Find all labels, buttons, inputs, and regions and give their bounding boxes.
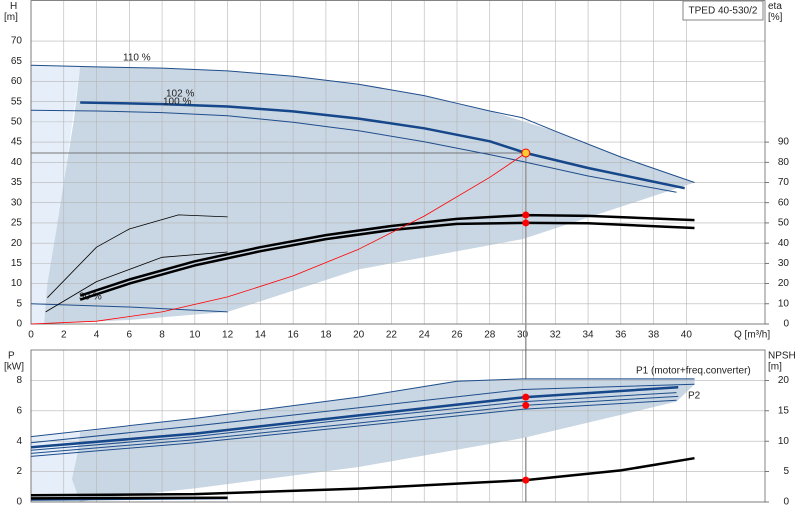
y-axis-label: P: [8, 351, 15, 362]
y2-tick-label: 60: [778, 197, 790, 208]
curve: [45, 251, 228, 313]
y-tick-label: 65: [11, 56, 23, 67]
x-tick-label: 12: [222, 330, 234, 341]
curve: [30, 383, 695, 444]
title-box: [682, 0, 764, 21]
x-tick-label: 8: [159, 330, 165, 341]
y2-axis-unit: [m]: [768, 362, 782, 373]
y2-tick-label: 50: [778, 218, 790, 229]
y-tick-label: 35: [11, 177, 23, 188]
y-tick-label: 6: [16, 405, 22, 416]
y2-tick-label: 20: [778, 278, 790, 289]
x-tick-label: 20: [353, 330, 365, 341]
curve-label: P1 (motor+freq.converter): [636, 366, 751, 377]
curve-label: 102 %: [166, 89, 194, 100]
x-tick-label: 36: [615, 330, 627, 341]
y2-tick-label: 20: [778, 375, 790, 386]
curve: [30, 385, 679, 449]
curve: [47, 214, 228, 298]
y2-tick-label: 80: [778, 157, 790, 168]
operating-point: [521, 148, 531, 158]
y2-tick-label: 0: [783, 319, 789, 330]
curve: [79, 221, 695, 301]
duty-point: [522, 393, 530, 401]
y-axis-label: H: [10, 1, 17, 12]
curve: [30, 109, 677, 193]
y-tick-label: 55: [11, 96, 23, 107]
x-tick-label: 0: [28, 330, 34, 341]
y2-axis-label: eta: [768, 1, 782, 12]
x-axis-label: Q [m³/h]: [734, 330, 770, 341]
curve: [30, 392, 677, 451]
y-tick-label: 10: [11, 278, 23, 289]
y-tick-label: 0: [16, 497, 22, 508]
y2-tick-label: 40: [778, 238, 790, 249]
duty-point: [522, 476, 530, 484]
chart-title: TPED 40-530/2: [689, 6, 758, 17]
x-tick-label: 4: [94, 330, 100, 341]
x-tick-label: 34: [582, 330, 594, 341]
curve: [30, 399, 677, 457]
y-tick-label: 45: [11, 137, 23, 148]
y2-tick-label: 0: [783, 497, 789, 508]
x-tick-label: 30: [517, 330, 529, 341]
curve: [30, 152, 527, 325]
curve: [30, 64, 695, 183]
curve: [79, 213, 695, 297]
curve-label: 100 %: [163, 97, 191, 108]
curve-label: P2: [688, 391, 701, 402]
y-tick-label: 5: [16, 298, 22, 309]
curve: [30, 303, 228, 313]
x-tick-label: 22: [386, 330, 398, 341]
x-tick-label: 28: [484, 330, 496, 341]
y2-axis-unit: [%]: [768, 12, 783, 23]
x-tick-label: 32: [550, 330, 562, 341]
x-tick-label: 6: [127, 330, 133, 341]
curve: [80, 101, 685, 190]
y-tick-label: 0: [16, 319, 22, 330]
y2-tick-label: 10: [778, 298, 790, 309]
y2-tick-label: 30: [778, 258, 790, 269]
y-tick-label: 25: [11, 218, 23, 229]
x-tick-label: 40: [681, 330, 693, 341]
curve: [30, 496, 228, 500]
y-tick-label: 15: [11, 258, 23, 269]
y-tick-label: 8: [16, 375, 22, 386]
x-tick-label: 38: [648, 330, 660, 341]
y-tick-label: 60: [11, 76, 23, 87]
y2-axis-label: NPSH: [768, 351, 796, 362]
x-tick-label: 14: [255, 330, 267, 341]
y-tick-label: 2: [16, 466, 22, 477]
operating-range: [31, 65, 81, 324]
y2-tick-label: 15: [778, 405, 790, 416]
y-tick-label: 30: [11, 197, 23, 208]
duty-point: [522, 211, 530, 219]
y-tick-label: 70: [11, 36, 23, 47]
duty-point: [522, 401, 530, 409]
y-axis-unit: [kW]: [4, 362, 24, 373]
x-tick-label: 10: [189, 330, 201, 341]
y2-tick-label: 90: [778, 137, 790, 148]
plot-frame: [30, 0, 766, 325]
y2-tick-label: 70: [778, 177, 790, 188]
y2-tick-label: 5: [783, 466, 789, 477]
y-axis-unit: [m]: [4, 12, 18, 23]
x-tick-label: 16: [288, 330, 300, 341]
curve: [30, 395, 679, 454]
y-tick-label: 4: [16, 436, 22, 447]
x-tick-label: 24: [419, 330, 431, 341]
duty-point: [522, 219, 530, 227]
x-tick-label: 18: [320, 330, 332, 341]
y-tick-label: 40: [11, 157, 23, 168]
y-tick-label: 50: [11, 117, 23, 128]
x-tick-label: 26: [451, 330, 463, 341]
y2-tick-label: 10: [778, 436, 790, 447]
curve-label: 110 %: [123, 53, 151, 64]
curve: [30, 378, 695, 438]
x-tick-label: 2: [61, 330, 67, 341]
y-tick-label: 20: [11, 238, 23, 249]
plot-frame: [30, 349, 766, 503]
curve: [30, 456, 695, 497]
